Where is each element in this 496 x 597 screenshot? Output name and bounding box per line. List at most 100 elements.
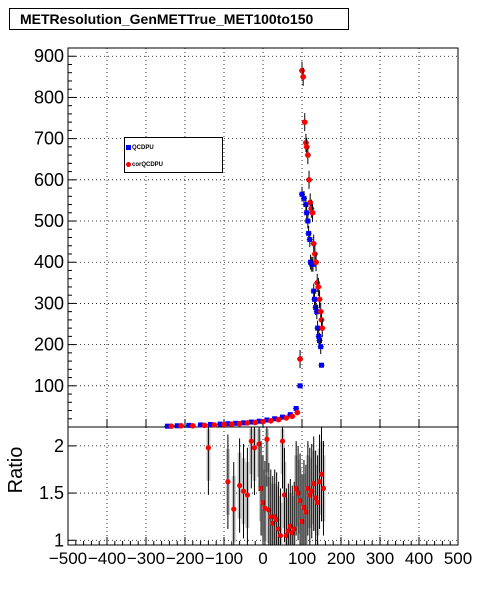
- data-point: [277, 532, 284, 539]
- data-point: [304, 210, 310, 216]
- data-point: [297, 498, 303, 504]
- legend-entry-qcdpu: QCDPU: [125, 142, 222, 154]
- data-point: [283, 532, 289, 539]
- data-point: [262, 505, 268, 511]
- data-point: [231, 506, 237, 512]
- data-point: [319, 362, 324, 368]
- data-point: [299, 67, 305, 74]
- data-point: [251, 445, 258, 451]
- data-point: [297, 356, 303, 362]
- data-point: [315, 284, 322, 290]
- data-point: [205, 445, 211, 451]
- square-marker-icon: [126, 145, 131, 150]
- data-point: [276, 526, 282, 532]
- data-point: [318, 317, 325, 323]
- data-point: [275, 416, 282, 423]
- data-point: [320, 485, 327, 491]
- chart-title: METResolution_GenMETTrue_MET100to150: [9, 8, 349, 30]
- data-point: [283, 415, 290, 421]
- data-point: [289, 413, 296, 420]
- data-point: [313, 305, 319, 311]
- data-point: [248, 438, 254, 444]
- x-tick-label: −400: [88, 549, 126, 568]
- data-point: [233, 420, 239, 426]
- data-point: [252, 419, 258, 426]
- legend-entry-corqcdpu: corQCDPU: [125, 159, 222, 171]
- data-point: [318, 344, 324, 350]
- x-tick-label: 100: [288, 549, 316, 568]
- data-point: [264, 436, 270, 442]
- y-tick-label: 1.5: [39, 483, 64, 503]
- x-tick-label: −500: [49, 549, 87, 568]
- data-point: [241, 420, 246, 426]
- data-point: [236, 420, 243, 427]
- data-point: [281, 492, 288, 498]
- data-point: [211, 422, 218, 428]
- data-point: [256, 418, 262, 424]
- data-point: [315, 499, 321, 506]
- data-point: [268, 514, 274, 520]
- data-point: [317, 308, 324, 315]
- data-point: [293, 485, 299, 491]
- y-tick-label: 300: [34, 293, 64, 313]
- y-tick-label: 600: [34, 170, 64, 190]
- data-point: [272, 416, 278, 422]
- data-point: [311, 481, 317, 487]
- data-point: [315, 325, 321, 331]
- data-point: [300, 74, 306, 80]
- data-point: [316, 333, 322, 339]
- x-tick-label: −100: [205, 549, 243, 568]
- data-point: [303, 202, 309, 208]
- data-point: [293, 405, 299, 411]
- data-point: [294, 409, 301, 416]
- data-point: [311, 296, 317, 302]
- data-point: [285, 528, 291, 534]
- ratio-axis-label: Ratio: [5, 447, 27, 494]
- data-point: [280, 414, 285, 420]
- data-point: [305, 152, 311, 158]
- y-tick-label: 900: [34, 46, 64, 66]
- x-tick-label: 200: [327, 549, 355, 568]
- data-point: [295, 490, 301, 496]
- x-tick-label: 0: [258, 549, 267, 568]
- data-point: [270, 520, 276, 526]
- data-point: [316, 296, 323, 303]
- data-point: [174, 423, 180, 429]
- x-tick-label: −200: [166, 549, 204, 568]
- data-point: [274, 516, 280, 523]
- y-tick-label: 500: [34, 211, 64, 231]
- data-point: [310, 240, 317, 247]
- data-point: [237, 482, 243, 489]
- data-point: [268, 418, 274, 424]
- data-point: [186, 422, 192, 428]
- x-tick-label: 500: [444, 549, 472, 568]
- data-point: [207, 422, 213, 428]
- data-point: [244, 492, 250, 498]
- y-tick-label: 800: [34, 87, 64, 107]
- data-point: [260, 499, 266, 506]
- data-point: [279, 438, 286, 444]
- data-point: [244, 420, 251, 426]
- data-point: [313, 259, 319, 266]
- data-point: [305, 485, 311, 491]
- data-point: [260, 418, 266, 425]
- legend-label: corQCDPU: [132, 162, 164, 168]
- data-point: [307, 237, 313, 243]
- data-point: [266, 507, 272, 513]
- data-point: [305, 218, 311, 224]
- data-point: [190, 422, 196, 429]
- y-tick-label: 2: [54, 436, 64, 456]
- data-point: [301, 119, 308, 125]
- data-point: [311, 288, 317, 294]
- data-point: [258, 485, 264, 491]
- data-point: [303, 509, 309, 515]
- data-point: [217, 421, 223, 427]
- data-point: [248, 419, 254, 425]
- data-point: [287, 523, 293, 529]
- data-point: [178, 422, 184, 429]
- y-tick-label: 1: [54, 530, 64, 550]
- data-point: [309, 209, 316, 216]
- data-point: [319, 325, 326, 331]
- data-point: [240, 488, 247, 494]
